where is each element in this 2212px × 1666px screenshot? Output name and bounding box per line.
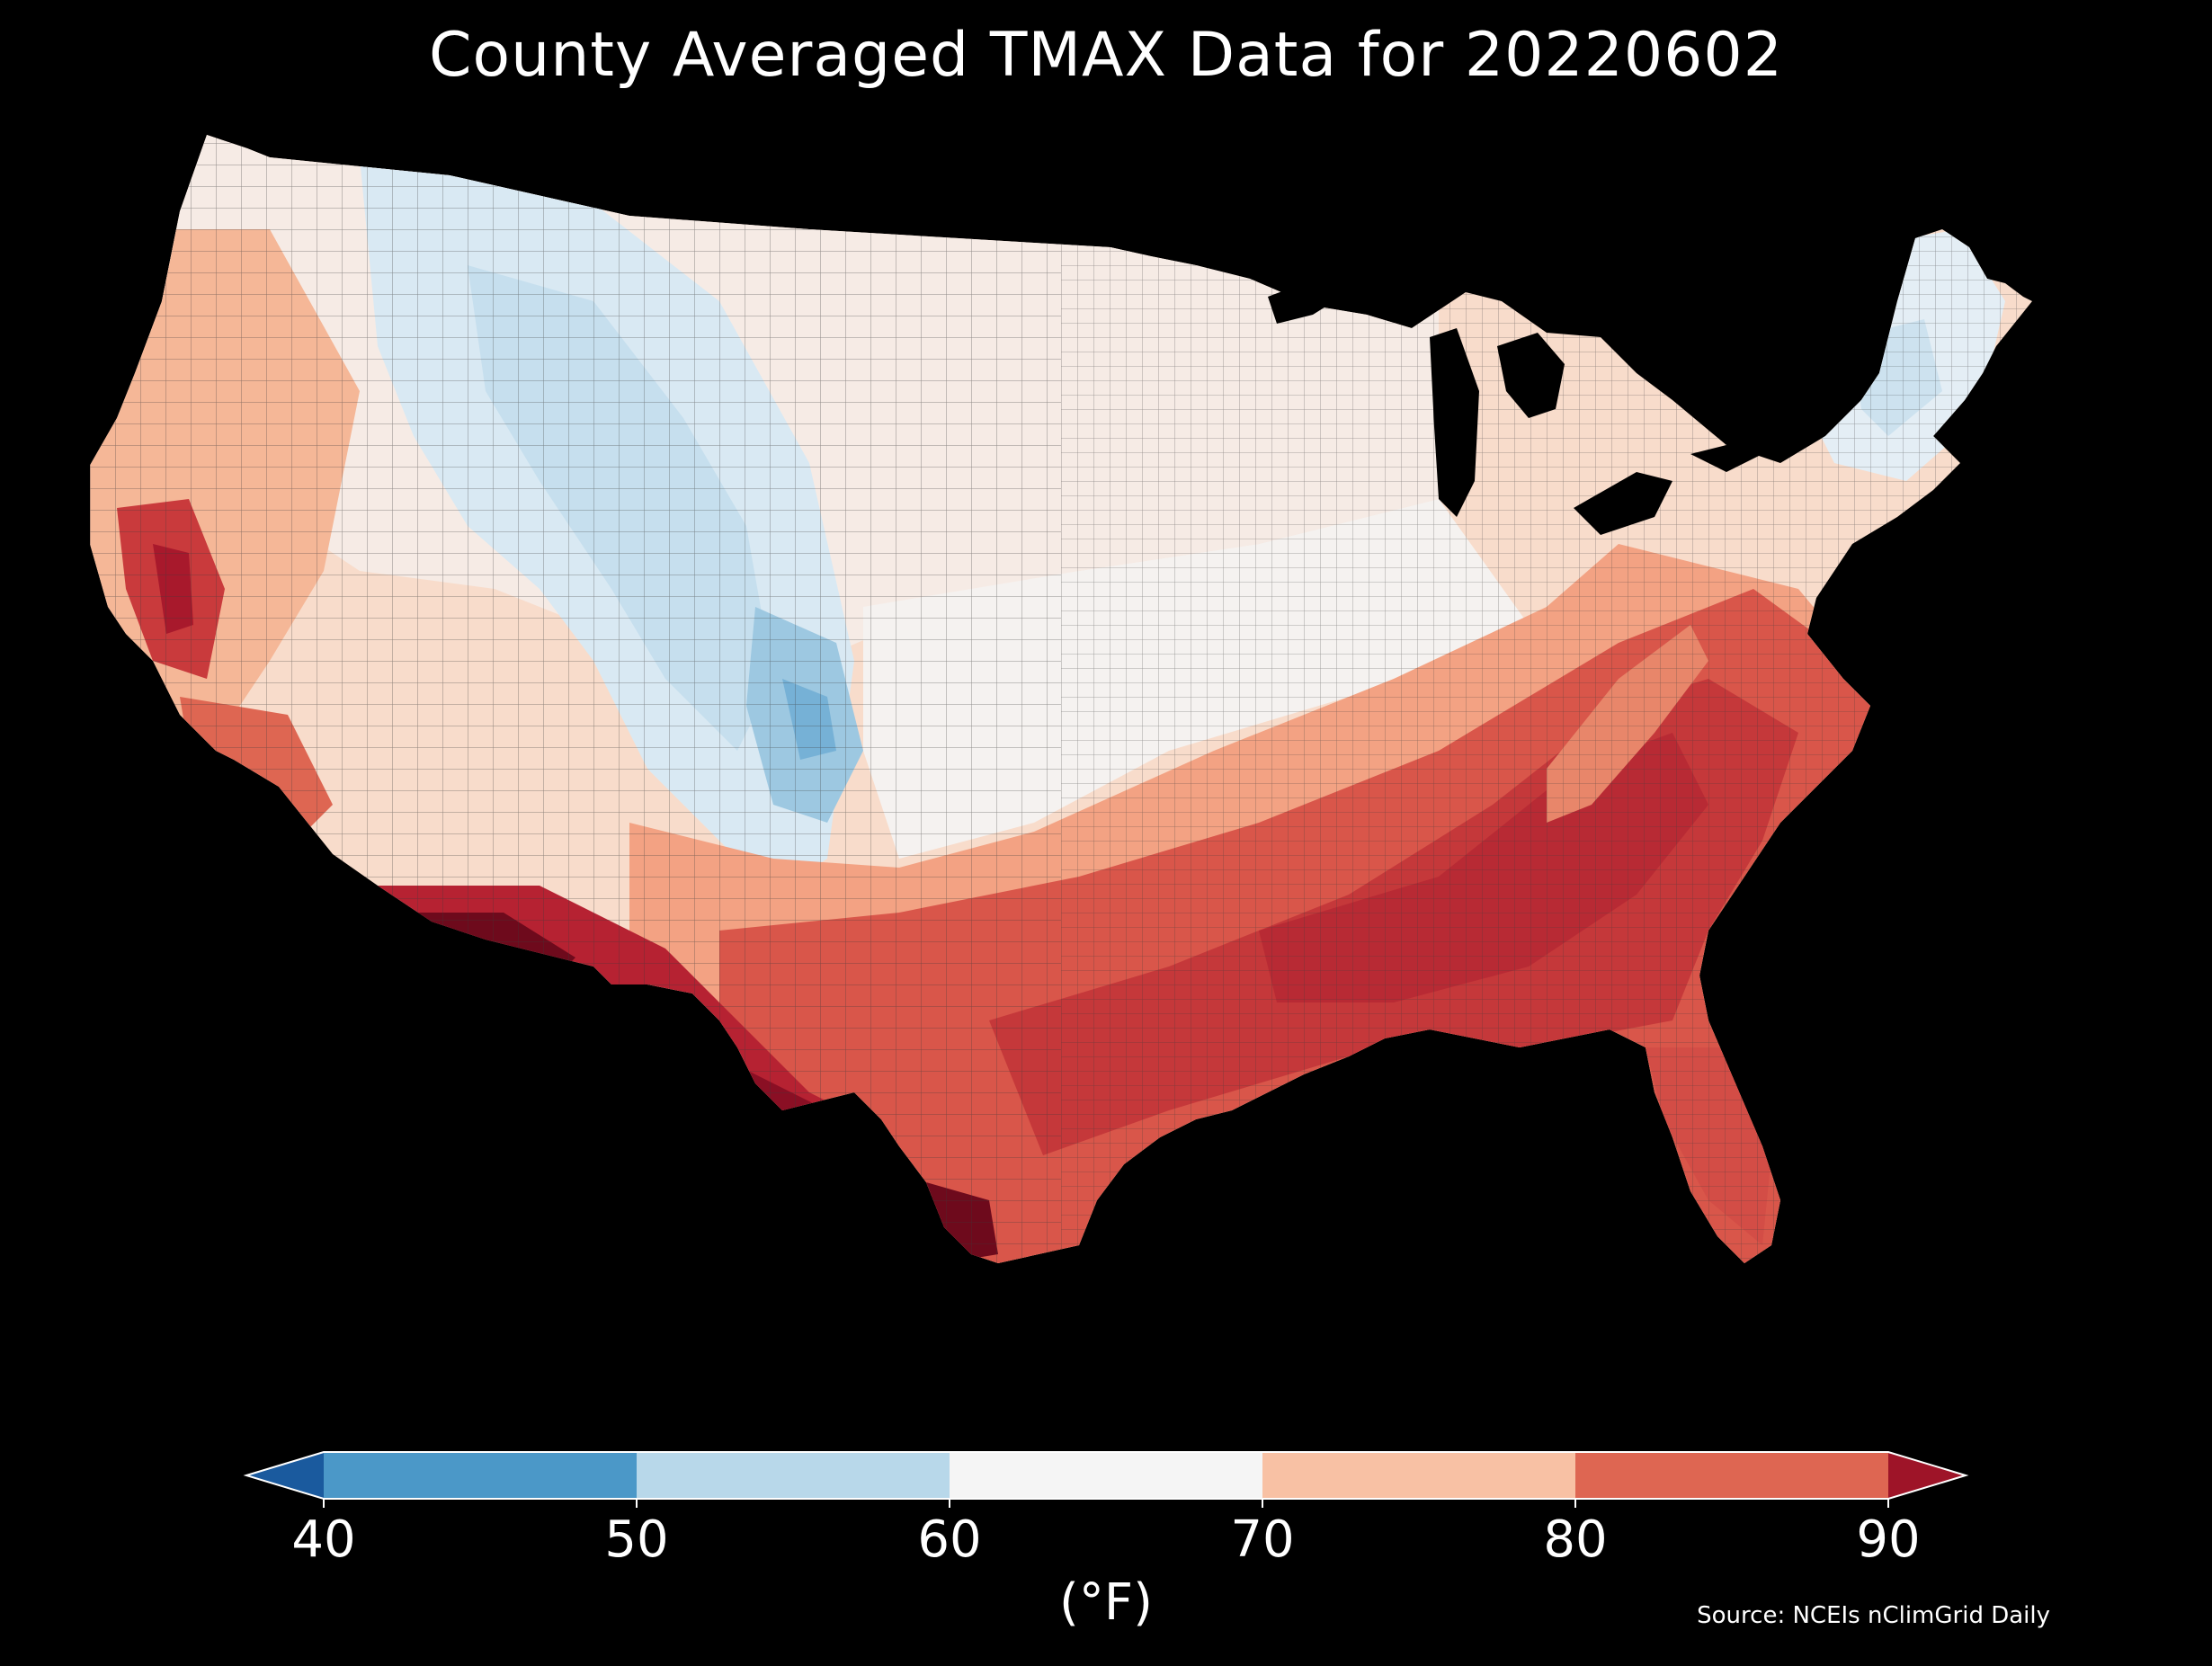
colorbar-tick-label: 40 (291, 1510, 356, 1569)
colorbar-tick-label: 70 (1230, 1510, 1295, 1569)
colorbar-bin (1262, 1452, 1576, 1499)
colorbar-under-arrow (246, 1452, 324, 1499)
colorbar-unit-label: (°F) (1059, 1573, 1153, 1632)
colorbar-tick-label: 80 (1543, 1510, 1608, 1569)
colorbar-tick-label: 90 (1856, 1510, 1921, 1569)
colorbar-bin (950, 1452, 1263, 1499)
conus-choropleth (90, 135, 2032, 1263)
colorbar-bin (1575, 1452, 1889, 1499)
colorbar-tick-label: 60 (917, 1510, 982, 1569)
map-title: County Averaged TMAX Data for 20220602 (429, 20, 1783, 91)
us-county-tmax-map (90, 121, 2122, 1380)
colorbar-tick-label: 50 (604, 1510, 669, 1569)
colorbar (234, 1443, 1978, 1524)
colorbar-svg (243, 1451, 1969, 1508)
county-borders (90, 135, 2032, 1263)
great-lakes (1268, 261, 1762, 535)
colorbar-bin (324, 1452, 638, 1499)
source-credit: Source: NCEIs nClimGrid Daily (1697, 1602, 2050, 1629)
colorbar-bin (637, 1452, 950, 1499)
colorbar-over-arrow (1888, 1452, 1966, 1499)
